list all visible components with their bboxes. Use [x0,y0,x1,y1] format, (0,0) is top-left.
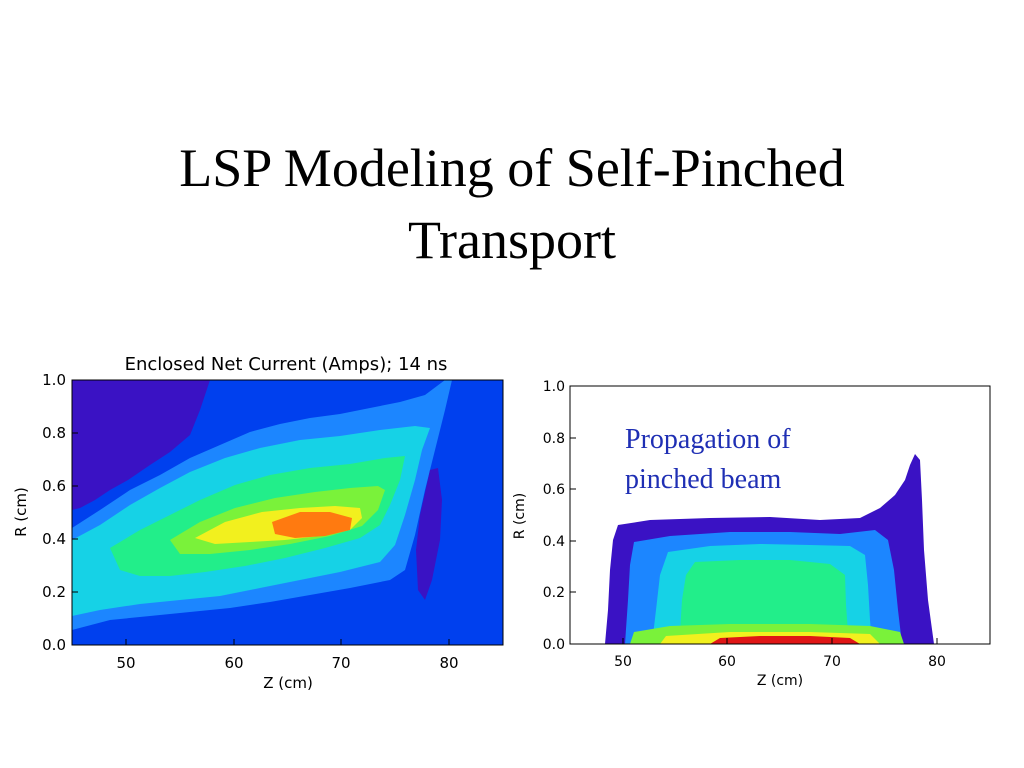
right-y-tick-label: 0.8 [543,431,565,447]
right-y-tick-label: 0.6 [543,482,565,498]
right-x-tick-label: 50 [614,654,632,670]
right-x-tick-label: 80 [928,654,946,670]
left-contour-plot: Enclosed Net Current (Amps); 14 ns 0.0 0… [12,354,504,692]
right-y-axis: 0.0 0.2 0.4 0.6 0.8 1.0 R (cm) [512,379,576,653]
left-plot-area [71,379,504,646]
right-y-axis-label: R (cm) [512,493,528,539]
right-plot-area [569,385,991,645]
left-contour-level-1-upper [72,380,210,510]
annotation-line-1: Propagation of [625,424,791,455]
right-y-tick-label: 0.0 [543,637,565,653]
left-y-tick-label: 0.2 [42,583,66,601]
left-x-tick-label: 70 [331,654,350,672]
right-x-tick-label: 60 [718,654,736,670]
left-x-tick-label: 60 [224,654,243,672]
right-x-tick-label: 70 [823,654,841,670]
left-y-tick-label: 0.4 [42,530,66,548]
annotation-text: Propagation of pinched beam [625,420,791,500]
slide-title-line-1: LSP Modeling of Self-Pinched [179,138,845,198]
slide-title: LSP Modeling of Self-Pinched Transport [0,132,1024,276]
annotation-line-2: pinched beam [625,464,782,495]
right-contour-level-8 [710,636,860,644]
right-x-axis-label: Z (cm) [757,673,803,689]
right-contour-plot: 0.0 0.2 0.4 0.6 0.8 1.0 R (cm) 50 60 70 … [512,379,991,689]
left-contour-level-1-streak [416,468,442,600]
right-y-tick-label: 0.2 [543,585,565,601]
right-contour-level-4 [680,560,848,632]
left-x-tick-label: 50 [116,654,135,672]
left-y-axis: 0.0 0.2 0.4 0.6 0.8 1.0 R (cm) [12,371,78,654]
left-plot-title: Enclosed Net Current (Amps); 14 ns [125,354,448,375]
left-x-tick-label: 80 [439,654,458,672]
slide-title-line-2: Transport [407,210,617,270]
left-y-tick-label: 1.0 [42,371,66,389]
left-y-tick-label: 0.0 [42,636,66,654]
left-x-axis-label: Z (cm) [263,674,313,692]
left-x-axis: 50 60 70 80 Z (cm) [116,639,459,692]
left-y-tick-label: 0.6 [42,477,66,495]
right-y-tick-label: 0.4 [543,534,565,550]
right-y-tick-label: 1.0 [543,379,565,395]
left-y-tick-label: 0.8 [42,424,66,442]
left-y-axis-label: R (cm) [12,487,30,537]
right-x-axis: 50 60 70 80 Z (cm) [614,638,946,689]
left-contour-level-7 [272,512,352,538]
